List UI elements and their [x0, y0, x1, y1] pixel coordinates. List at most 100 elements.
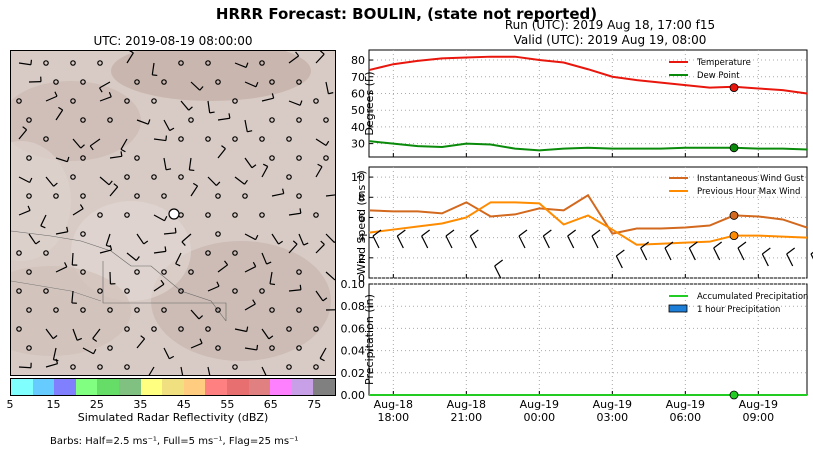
y-tick-label: 0.02 — [341, 367, 366, 380]
barb-feather — [188, 106, 193, 111]
wind-barb — [244, 344, 259, 351]
calm-wind-marker — [107, 307, 113, 313]
wind-barbs-timeseries — [372, 229, 813, 279]
wind-barb — [288, 100, 303, 106]
barb-shaft — [153, 138, 166, 142]
calm-wind-marker — [323, 155, 329, 161]
wind-barb — [217, 260, 229, 273]
barb-feather — [40, 225, 46, 229]
colorbar-tick-label: 15 — [46, 398, 61, 411]
wind-barb — [244, 119, 253, 133]
barb-shaft — [325, 233, 335, 243]
barb-shaft — [120, 138, 128, 150]
wind-barb — [55, 262, 68, 273]
barb-shaft — [325, 194, 335, 197]
barb-feather — [299, 208, 302, 214]
barb-feather — [66, 226, 69, 232]
calm-wind-marker — [53, 193, 59, 199]
current-time-marker — [729, 143, 739, 153]
barb-shaft — [72, 138, 82, 149]
barb-feather — [469, 229, 479, 237]
x-tick-label: 03:00 — [596, 411, 628, 424]
x-tick-label: 00:00 — [523, 411, 555, 424]
wind-barb — [288, 208, 302, 216]
calm-wind-marker — [259, 60, 265, 66]
x-tick-label: 21:00 — [450, 411, 482, 424]
calm-wind-marker — [161, 79, 167, 85]
calm-wind-marker — [178, 136, 184, 142]
wind-barb — [244, 157, 257, 169]
barb-feather — [372, 229, 382, 237]
figure-title: HRRR Forecast: BOULIN, (state not report… — [215, 5, 598, 23]
wind-barb — [325, 309, 335, 311]
colorbar-swatch — [226, 379, 249, 395]
barb-feather — [79, 204, 84, 209]
barb-shaft — [163, 157, 167, 170]
barb-feather — [89, 145, 94, 151]
colorbar-swatch — [118, 379, 141, 395]
barb-shaft — [217, 148, 226, 159]
barb-feather — [688, 241, 698, 249]
legend-label: Temperature — [696, 58, 751, 68]
barb-feather — [120, 151, 123, 157]
barb-feather — [262, 163, 268, 167]
barb-feather — [244, 179, 248, 185]
current-time-marker — [729, 390, 739, 400]
barb-feather — [664, 241, 674, 249]
barb-feather — [169, 127, 175, 132]
barb-shaft — [244, 303, 256, 311]
barb-shaft — [99, 176, 110, 186]
calm-wind-marker — [16, 98, 22, 104]
colorbar-swatch — [313, 379, 335, 395]
y-tick-label: 40 — [351, 121, 365, 134]
barb-shaft — [244, 347, 257, 351]
barb-feather — [251, 164, 257, 169]
barb-shaft — [288, 55, 300, 64]
barb-feather — [108, 180, 113, 186]
barb-shaft — [518, 235, 526, 249]
chart-panel-precipitation: 0.00 0.02 0.04 0.06 0.08 0.10 Precipitation (i… — [341, 278, 809, 402]
calm-wind-marker — [178, 174, 184, 180]
barb-feather — [640, 241, 650, 249]
calm-wind-marker — [151, 174, 157, 180]
barb-shaft — [82, 347, 94, 355]
calm-wind-marker — [26, 193, 32, 199]
barb-shaft — [180, 100, 190, 111]
barb-feather — [55, 358, 59, 364]
barb-shaft — [190, 81, 201, 91]
wind-barb — [92, 328, 101, 342]
calm-wind-marker — [296, 193, 302, 199]
wind-barb — [180, 100, 193, 111]
colorbar-swatch — [54, 379, 76, 395]
barb-shaft — [261, 166, 269, 178]
wind-barb — [18, 205, 31, 216]
y-tick-label: 10 — [351, 171, 365, 184]
barb-shaft — [105, 233, 111, 246]
colorbar-swatch — [270, 379, 292, 395]
barb-feather — [30, 59, 33, 65]
barb-feather — [319, 357, 325, 362]
wind-barb — [136, 233, 149, 245]
barb-feather — [198, 315, 204, 320]
barb-shaft — [136, 338, 146, 349]
barb-shaft — [45, 328, 54, 339]
calm-wind-marker — [232, 98, 238, 104]
state-boundary — [11, 230, 227, 322]
barb-feather — [445, 229, 455, 237]
barb-shaft — [737, 247, 745, 261]
calm-wind-marker — [151, 98, 157, 104]
barb-shaft — [244, 233, 256, 241]
calm-wind-marker — [178, 326, 184, 332]
wind-barb — [153, 214, 168, 222]
wind-barb — [207, 100, 215, 114]
calm-wind-marker — [296, 79, 302, 85]
calm-wind-marker — [313, 98, 319, 104]
barb-feather — [278, 240, 283, 245]
barb-shaft — [55, 266, 68, 273]
wind-barb — [288, 51, 300, 64]
barb-feather — [328, 92, 334, 95]
barb-shaft — [207, 366, 211, 375]
barb-feather — [80, 144, 85, 149]
barb-feather — [165, 168, 172, 171]
barb-feather — [256, 344, 259, 351]
